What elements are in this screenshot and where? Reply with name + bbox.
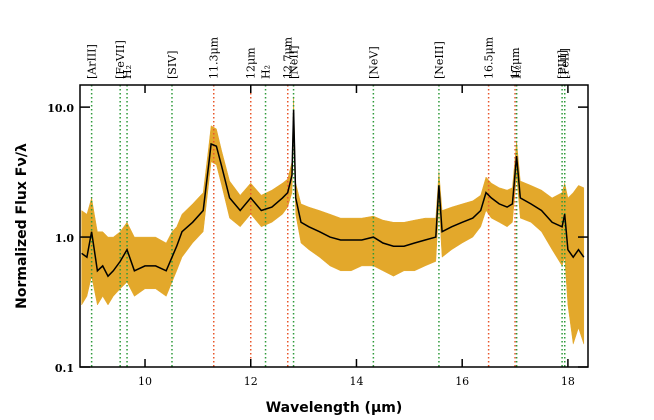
feature-label: 16.5μm <box>483 36 496 79</box>
feature-label: [SIV] <box>166 51 179 79</box>
x-tick-label: 14 <box>349 375 363 388</box>
x-tick-label: 16 <box>455 375 469 388</box>
feature-label: 12μm <box>245 47 258 79</box>
feature-label: 17μm <box>509 47 522 79</box>
y-axis-label: Normalized Flux Fν/λ <box>14 143 30 309</box>
feature-label: 11.3μm <box>208 36 221 79</box>
feature-label: [FeII] <box>559 48 572 79</box>
feature-label: H₂ <box>511 65 524 79</box>
x-tick-label: 12 <box>244 375 258 388</box>
feature-label: [ArIII] <box>86 44 99 79</box>
y-tick-label: 0.1 <box>55 362 74 375</box>
y-tick-label: 1.0 <box>55 232 74 245</box>
x-tick-label: 10 <box>138 375 152 388</box>
feature-label: H₂ <box>121 65 134 79</box>
feature-label: [NeV] <box>367 46 380 79</box>
error-band <box>81 96 585 345</box>
feature-label: H₂ <box>260 65 273 79</box>
spectrum-line <box>81 109 585 278</box>
y-tick-label: 10.0 <box>47 102 74 115</box>
plot-frame <box>79 84 589 368</box>
feature-label: [PIII] <box>556 50 569 79</box>
x-axis-label: Wavelength (μm) <box>266 400 403 416</box>
feature-label: [NeII] <box>288 46 301 79</box>
feature-label: [NeIII] <box>433 41 446 79</box>
feature-label: 12.7μm <box>282 36 295 79</box>
feature-label: [FeVII] <box>114 40 127 79</box>
x-tick-label: 18 <box>561 375 575 388</box>
